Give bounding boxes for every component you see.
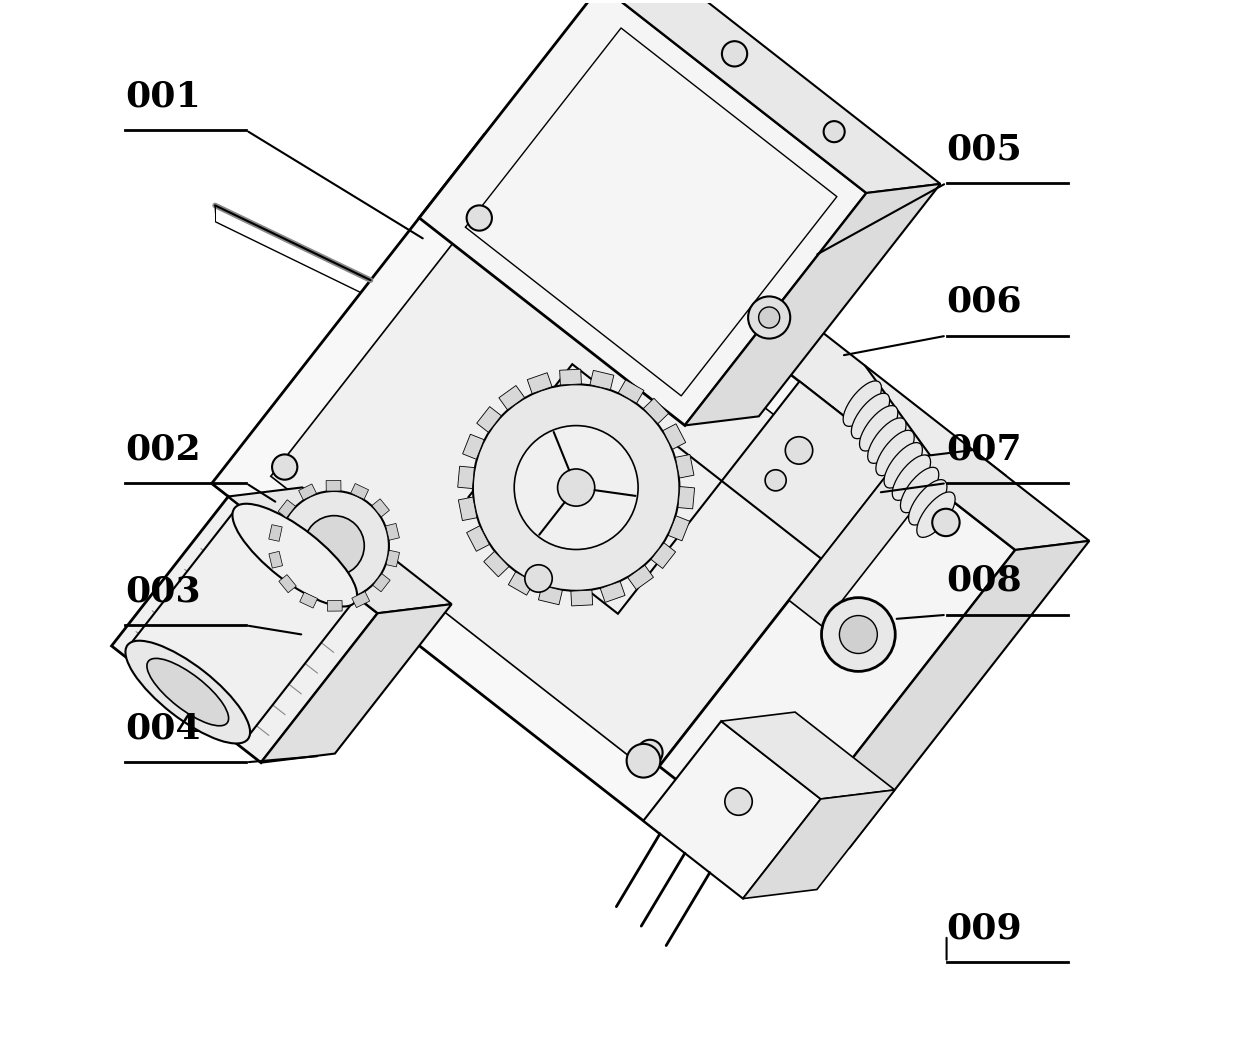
Text: 002: 002: [125, 432, 201, 466]
Polygon shape: [269, 552, 283, 568]
Text: 005: 005: [946, 132, 1022, 166]
Polygon shape: [278, 500, 295, 518]
Ellipse shape: [852, 393, 889, 438]
Text: 001: 001: [125, 79, 201, 113]
Circle shape: [304, 516, 365, 576]
Polygon shape: [559, 370, 582, 385]
Polygon shape: [663, 424, 686, 449]
Circle shape: [466, 205, 492, 231]
Circle shape: [748, 297, 790, 339]
Polygon shape: [484, 126, 1007, 485]
Circle shape: [932, 508, 960, 536]
Polygon shape: [466, 526, 490, 552]
Circle shape: [785, 436, 812, 464]
Circle shape: [839, 615, 878, 653]
Ellipse shape: [146, 659, 228, 725]
Ellipse shape: [859, 406, 898, 451]
Circle shape: [725, 788, 753, 815]
Polygon shape: [326, 481, 341, 491]
Polygon shape: [789, 460, 932, 626]
Polygon shape: [600, 581, 625, 603]
Polygon shape: [684, 184, 940, 426]
Circle shape: [515, 426, 639, 550]
Text: 007: 007: [946, 432, 1022, 466]
Polygon shape: [463, 434, 484, 460]
Polygon shape: [644, 398, 668, 424]
Ellipse shape: [893, 455, 930, 501]
Ellipse shape: [900, 467, 939, 513]
Ellipse shape: [868, 418, 906, 464]
Polygon shape: [743, 790, 895, 899]
Polygon shape: [459, 497, 477, 521]
Polygon shape: [300, 592, 317, 608]
Text: 003: 003: [125, 575, 201, 609]
Ellipse shape: [884, 443, 923, 488]
Polygon shape: [722, 712, 895, 798]
Text: 004: 004: [125, 712, 201, 746]
Ellipse shape: [909, 480, 947, 525]
Text: 008: 008: [946, 564, 1022, 598]
Ellipse shape: [843, 381, 882, 427]
Circle shape: [279, 491, 389, 600]
Polygon shape: [627, 566, 653, 590]
Polygon shape: [212, 134, 932, 833]
Circle shape: [272, 454, 298, 480]
Polygon shape: [508, 572, 534, 595]
Polygon shape: [269, 524, 283, 541]
Polygon shape: [112, 497, 378, 762]
Circle shape: [759, 307, 780, 328]
Polygon shape: [351, 484, 368, 500]
Polygon shape: [722, 381, 899, 559]
Polygon shape: [619, 380, 644, 403]
Polygon shape: [386, 551, 399, 567]
Polygon shape: [299, 484, 316, 500]
Polygon shape: [386, 523, 399, 540]
Circle shape: [637, 740, 662, 765]
Polygon shape: [279, 575, 296, 593]
Polygon shape: [372, 499, 389, 517]
Ellipse shape: [916, 492, 955, 537]
Circle shape: [750, 741, 777, 769]
Polygon shape: [601, 0, 940, 193]
Polygon shape: [129, 509, 353, 738]
Polygon shape: [678, 486, 694, 509]
Circle shape: [558, 469, 595, 506]
Circle shape: [832, 490, 857, 516]
Polygon shape: [644, 721, 821, 899]
Polygon shape: [527, 373, 552, 394]
Polygon shape: [570, 590, 593, 606]
Polygon shape: [419, 0, 867, 426]
Polygon shape: [228, 487, 451, 613]
Circle shape: [722, 41, 748, 67]
Polygon shape: [590, 371, 614, 390]
Circle shape: [765, 470, 786, 491]
Polygon shape: [498, 385, 525, 410]
Ellipse shape: [232, 504, 357, 607]
Text: 006: 006: [946, 285, 1022, 319]
Polygon shape: [458, 466, 475, 488]
Circle shape: [822, 597, 895, 671]
Circle shape: [525, 564, 552, 592]
Polygon shape: [352, 592, 370, 608]
Polygon shape: [775, 541, 1089, 857]
Polygon shape: [373, 574, 391, 592]
Polygon shape: [651, 543, 676, 569]
Ellipse shape: [125, 641, 250, 743]
Text: 009: 009: [946, 912, 1022, 946]
Polygon shape: [660, 460, 1016, 857]
Ellipse shape: [875, 430, 914, 475]
Polygon shape: [260, 604, 451, 762]
Polygon shape: [327, 600, 342, 611]
Polygon shape: [538, 586, 563, 605]
Circle shape: [823, 121, 844, 142]
Polygon shape: [668, 516, 689, 541]
Polygon shape: [484, 552, 508, 577]
Polygon shape: [270, 194, 873, 774]
Polygon shape: [476, 407, 501, 432]
Circle shape: [626, 743, 661, 777]
Polygon shape: [899, 450, 1089, 550]
Circle shape: [472, 384, 680, 591]
Polygon shape: [676, 454, 694, 478]
Polygon shape: [660, 475, 1007, 833]
